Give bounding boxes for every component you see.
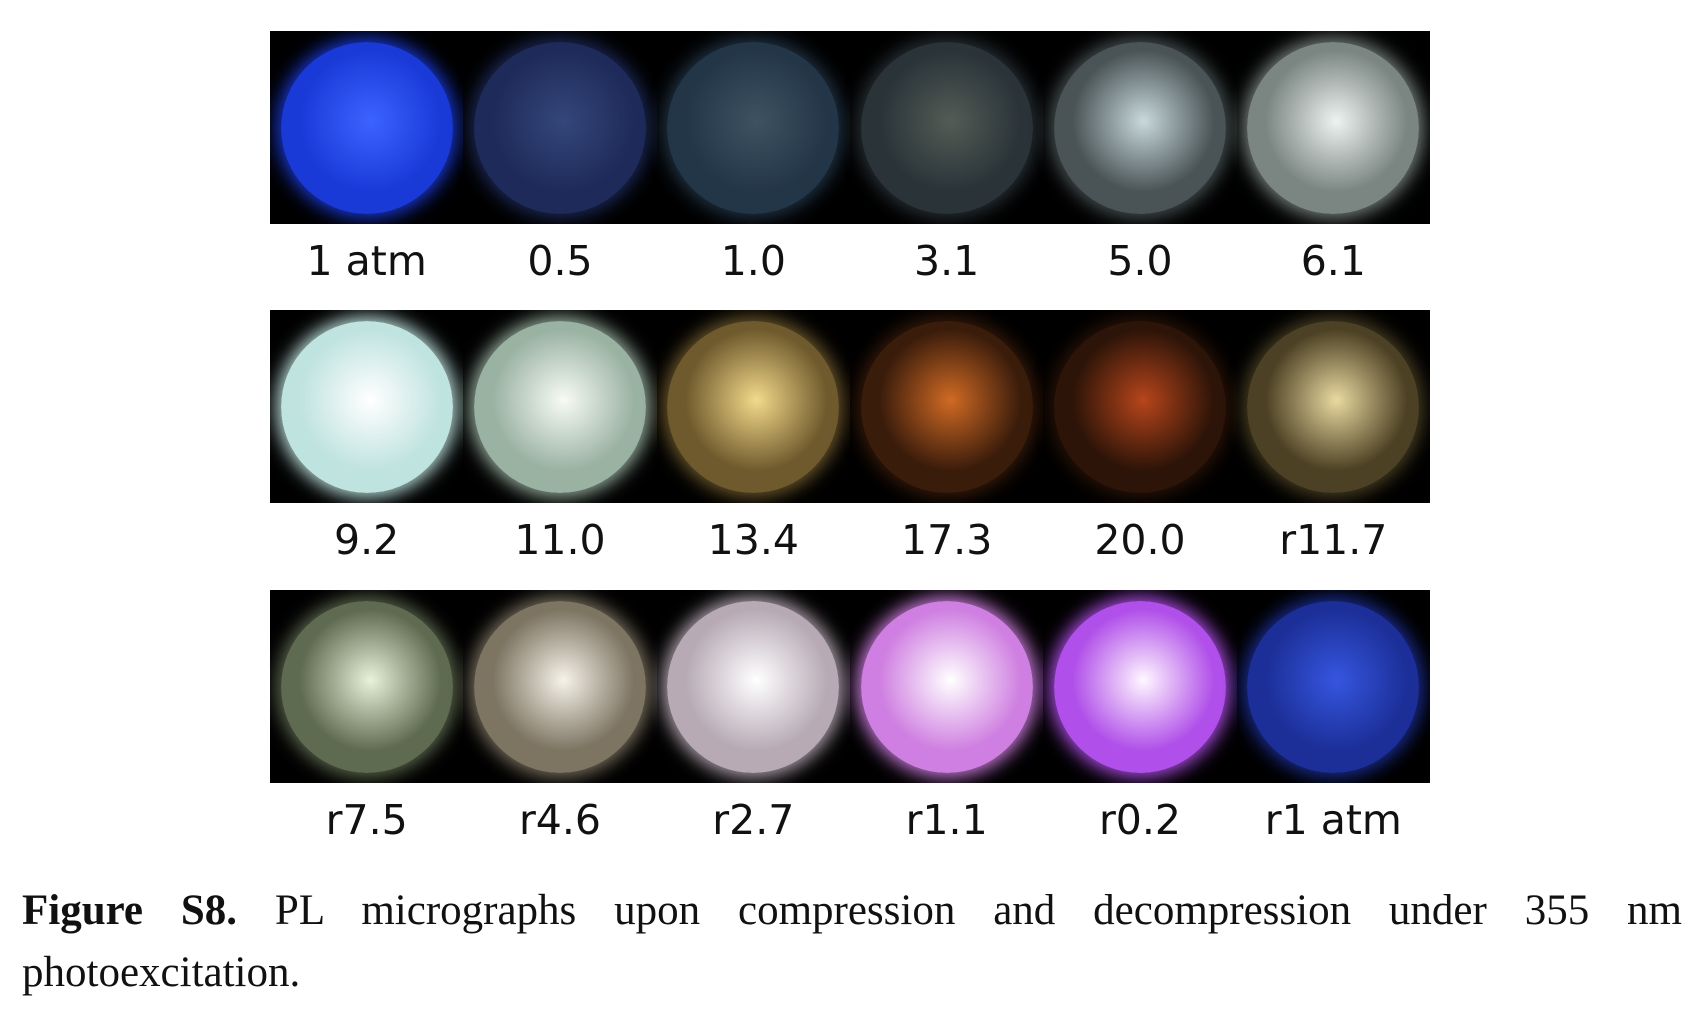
pressure-label: 6.1 xyxy=(1300,237,1366,285)
micrograph-strip xyxy=(270,590,1430,783)
pressure-label: r1.1 xyxy=(905,796,988,844)
micrograph-panel xyxy=(849,31,1044,224)
micrograph-panel xyxy=(463,590,657,783)
pressure-label: 1.0 xyxy=(720,237,786,285)
pressure-label: r2.7 xyxy=(712,796,795,844)
micrograph-sample-disk xyxy=(860,600,1033,773)
caption-label: Figure S8. xyxy=(22,887,238,934)
micrograph-panel xyxy=(656,31,850,224)
micrograph-sample-disk xyxy=(1247,600,1420,773)
pressure-label: r4.6 xyxy=(518,796,602,844)
micrograph-panel xyxy=(1043,590,1237,783)
figure-caption: Figure S8. PL micrographs upon compressi… xyxy=(22,880,1682,1004)
micrograph-sample-disk xyxy=(860,320,1033,493)
micrograph-panel xyxy=(1236,31,1430,224)
pressure-label: 20.0 xyxy=(1094,516,1186,564)
pressure-label: 11.0 xyxy=(514,516,606,564)
micrograph-panel xyxy=(849,590,1044,783)
micrograph-sample-disk xyxy=(1053,320,1226,493)
pressure-labels: 1 atm 0.5 1.0 3.1 5.0 6.1 xyxy=(270,231,1430,291)
pressure-label: 17.3 xyxy=(901,516,993,564)
micrograph-panel xyxy=(1236,590,1430,783)
pressure-labels: 9.2 11.0 13.4 17.3 20.0 r11.7 xyxy=(270,510,1430,570)
pressure-label: r7.5 xyxy=(325,796,408,844)
micrograph-panel xyxy=(656,310,850,503)
pressure-labels: r7.5 r4.6 r2.7 r1.1 r0.2 r1 atm xyxy=(270,790,1430,850)
micrograph-strip xyxy=(270,31,1430,224)
micrograph-sample-disk xyxy=(473,320,646,493)
micrograph-sample-disk xyxy=(473,41,646,214)
pressure-label: r11.7 xyxy=(1279,516,1388,564)
pressure-label: r0.2 xyxy=(1098,796,1181,844)
pressure-label: 0.5 xyxy=(527,237,593,285)
micrograph-panel xyxy=(1236,310,1430,503)
pressure-label: r1 atm xyxy=(1264,796,1402,844)
pressure-label: 5.0 xyxy=(1107,237,1173,285)
micrograph-sample-disk xyxy=(1247,41,1420,214)
micrograph-panel xyxy=(656,590,850,783)
micrograph-sample-disk xyxy=(667,41,840,214)
micrograph-panel xyxy=(849,310,1044,503)
micrograph-sample-disk xyxy=(667,320,840,493)
micrograph-panel xyxy=(270,31,464,224)
micrograph-sample-disk xyxy=(1053,41,1226,214)
micrograph-panel xyxy=(1043,310,1237,503)
micrograph-sample-disk xyxy=(280,41,453,214)
micrograph-panel xyxy=(270,310,464,503)
caption-text: PL micrographs upon compression and deco… xyxy=(22,887,1683,996)
micrograph-strip xyxy=(270,310,1430,503)
micrograph-panel xyxy=(1043,31,1237,224)
micrograph-sample-disk xyxy=(667,600,840,773)
micrograph-sample-disk xyxy=(1053,600,1226,773)
pressure-label: 1 atm xyxy=(306,237,427,285)
micrograph-sample-disk xyxy=(860,41,1033,214)
micrograph-panel xyxy=(270,590,464,783)
micrograph-sample-disk xyxy=(1247,320,1420,493)
micrograph-sample-disk xyxy=(280,320,453,493)
micrograph-panel xyxy=(463,31,657,224)
micrograph-sample-disk xyxy=(280,600,453,773)
micrograph-panel xyxy=(463,310,657,503)
pressure-label: 9.2 xyxy=(334,516,400,564)
pressure-label: 3.1 xyxy=(914,237,980,285)
pressure-label: 13.4 xyxy=(707,516,799,564)
micrograph-sample-disk xyxy=(473,600,646,773)
